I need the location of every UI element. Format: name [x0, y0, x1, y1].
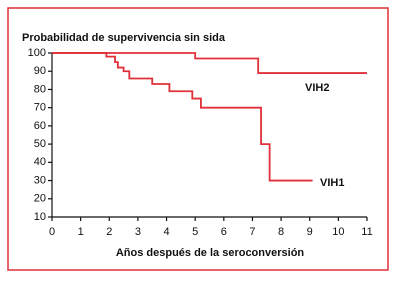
- x-tick-label: 0: [49, 226, 55, 238]
- chart-title: Probabilidad de supervivencia sin sida: [22, 32, 226, 44]
- x-tick-label: 4: [163, 226, 169, 238]
- x-axis-label: Años después de la seroconversión: [116, 247, 305, 259]
- x-tick-label: 7: [249, 226, 255, 238]
- y-tick-label: 30: [34, 174, 46, 186]
- series-label: VIH1: [320, 177, 344, 189]
- y-tick-label: 80: [34, 83, 46, 95]
- y-tick-label: 40: [34, 156, 46, 168]
- x-tick-label: 6: [221, 226, 227, 238]
- x-tick-label: 11: [361, 226, 372, 238]
- y-tick-label: 70: [34, 102, 46, 114]
- x-tick-label: 5: [192, 226, 198, 238]
- frame: [7, 7, 389, 271]
- x-tick-label: 8: [278, 226, 284, 238]
- y-tick-label: 90: [34, 65, 46, 77]
- series-line: [52, 52, 367, 74]
- x-tick-label: 2: [106, 226, 112, 238]
- x-tick-label: 10: [332, 226, 344, 238]
- y-tick-label: 50: [34, 138, 46, 150]
- y-tick-label: 10: [34, 211, 46, 223]
- x-tick-label: 3: [135, 226, 141, 238]
- x-tick-label: 1: [78, 226, 84, 238]
- series-label: VIH2: [305, 82, 329, 94]
- y-tick-label: 60: [34, 120, 46, 132]
- y-tick-label: 100: [28, 47, 46, 59]
- series-line: [52, 52, 313, 182]
- x-tick-label: 9: [307, 226, 313, 238]
- y-tick-label: 20: [34, 193, 46, 205]
